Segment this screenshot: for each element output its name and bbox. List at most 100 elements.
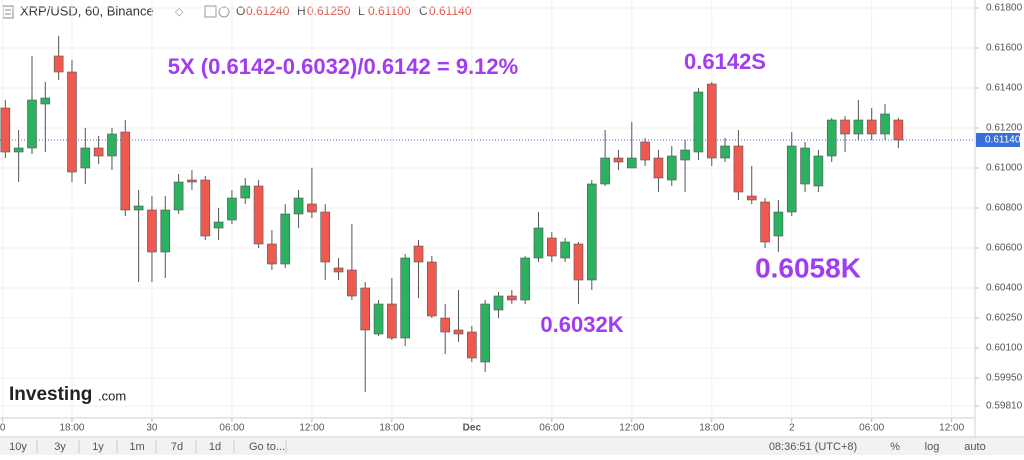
- candle-body: [440, 317, 450, 333]
- chart-title: XRP/USD, 60, Binance: [20, 3, 154, 18]
- candle-body: [520, 257, 530, 301]
- candle-body: [800, 147, 810, 185]
- range-button[interactable]: 1y: [92, 441, 104, 453]
- candle: [640, 138, 650, 166]
- candle: [187, 170, 197, 190]
- x-tick-label: 18:00: [59, 423, 84, 434]
- candle: [613, 150, 624, 170]
- candle: [387, 278, 397, 340]
- candle: [786, 132, 797, 216]
- candle-body: [813, 155, 824, 187]
- range-button[interactable]: 3y: [54, 441, 66, 453]
- candle-body: [173, 181, 184, 211]
- candle: [813, 150, 824, 192]
- logo-suffix: .com: [98, 388, 126, 403]
- candle-body: [693, 91, 704, 153]
- scale-option[interactable]: %: [890, 441, 900, 453]
- candle: [547, 232, 557, 262]
- candle-body: [160, 209, 171, 253]
- candle-body: [133, 205, 144, 211]
- candle-body: [187, 179, 197, 183]
- candle: [866, 108, 877, 140]
- candle-body: [120, 131, 131, 211]
- annotation: 5X (0.6142-0.6032)/0.6142 = 9.12%: [168, 54, 518, 79]
- candle-body: [80, 147, 91, 169]
- candle-body: [0, 107, 11, 153]
- candle: [213, 208, 224, 240]
- candle-body: [533, 227, 544, 259]
- range-button[interactable]: Go to...: [249, 441, 285, 453]
- x-tick-label: 30: [146, 423, 158, 434]
- candle-body: [13, 147, 24, 153]
- candle: [693, 88, 704, 160]
- candle: [347, 224, 357, 300]
- candle: [0, 100, 11, 158]
- candle: [560, 238, 570, 262]
- y-tick-label: 0.60250: [986, 313, 1023, 324]
- candle-body: [746, 195, 757, 201]
- candle: [493, 292, 504, 318]
- candle-body: [40, 97, 51, 105]
- candle-body: [866, 119, 877, 135]
- settings-icon[interactable]: [218, 6, 230, 18]
- candle: [333, 258, 344, 280]
- clock: 08:36:51 (UTC+8): [769, 441, 857, 453]
- candle: [826, 118, 837, 162]
- toolbar: [0, 437, 1024, 455]
- candle-body: [280, 213, 291, 265]
- range-button[interactable]: 10y: [9, 441, 27, 453]
- x-tick-label: 2: [789, 423, 795, 434]
- candle-body: [427, 261, 437, 317]
- candle: [147, 196, 157, 282]
- y-tick-label: 0.61400: [986, 83, 1023, 94]
- scale-option[interactable]: auto: [964, 441, 985, 453]
- candle-body: [467, 331, 477, 359]
- candle: [520, 256, 530, 304]
- candle: [120, 120, 131, 216]
- candle: [626, 122, 637, 169]
- y-tick-label: 0.61800: [986, 3, 1023, 14]
- candle: [13, 130, 24, 182]
- range-button[interactable]: 1d: [209, 441, 221, 453]
- y-tick-label: 0.59810: [986, 401, 1023, 412]
- scale-option[interactable]: log: [925, 441, 940, 453]
- range-button[interactable]: 7d: [171, 441, 183, 453]
- y-tick-label: 0.59950: [986, 373, 1023, 384]
- x-tick-label: 06:00: [859, 423, 884, 434]
- candle-body: [586, 183, 597, 281]
- candle: [200, 176, 211, 240]
- candle: [666, 146, 677, 186]
- candle-body: [360, 287, 371, 331]
- annotation: 0.6142S: [684, 49, 766, 74]
- candle-body: [307, 203, 317, 213]
- ohlc-value: 0.61100: [368, 4, 411, 18]
- candle-body: [400, 257, 410, 339]
- candle: [480, 300, 490, 372]
- candle: [413, 240, 424, 298]
- annotation: 0.6032K: [540, 312, 623, 337]
- ohlc-key: O: [236, 4, 245, 18]
- candle-body: [853, 119, 864, 135]
- candle: [453, 290, 464, 342]
- x-tick-label: 0: [0, 423, 6, 434]
- candle: [93, 136, 104, 164]
- collapse-icon[interactable]: ◇: [175, 6, 184, 18]
- candle: [773, 200, 784, 252]
- candle: [160, 196, 171, 278]
- candle: [360, 282, 371, 392]
- candle: [467, 326, 477, 362]
- candle: [760, 198, 770, 248]
- candle: [253, 180, 264, 248]
- eye-icon[interactable]: [204, 5, 217, 18]
- y-tick-label: 0.60600: [986, 243, 1023, 254]
- candle-body: [93, 147, 104, 157]
- candle: [800, 142, 810, 192]
- candle: [720, 138, 730, 162]
- candle-body: [267, 243, 277, 265]
- annotation: 0.6058K: [755, 252, 861, 283]
- range-button[interactable]: 1m: [129, 441, 144, 453]
- candle: [107, 128, 117, 170]
- candle: [133, 190, 144, 282]
- candle: [80, 128, 91, 184]
